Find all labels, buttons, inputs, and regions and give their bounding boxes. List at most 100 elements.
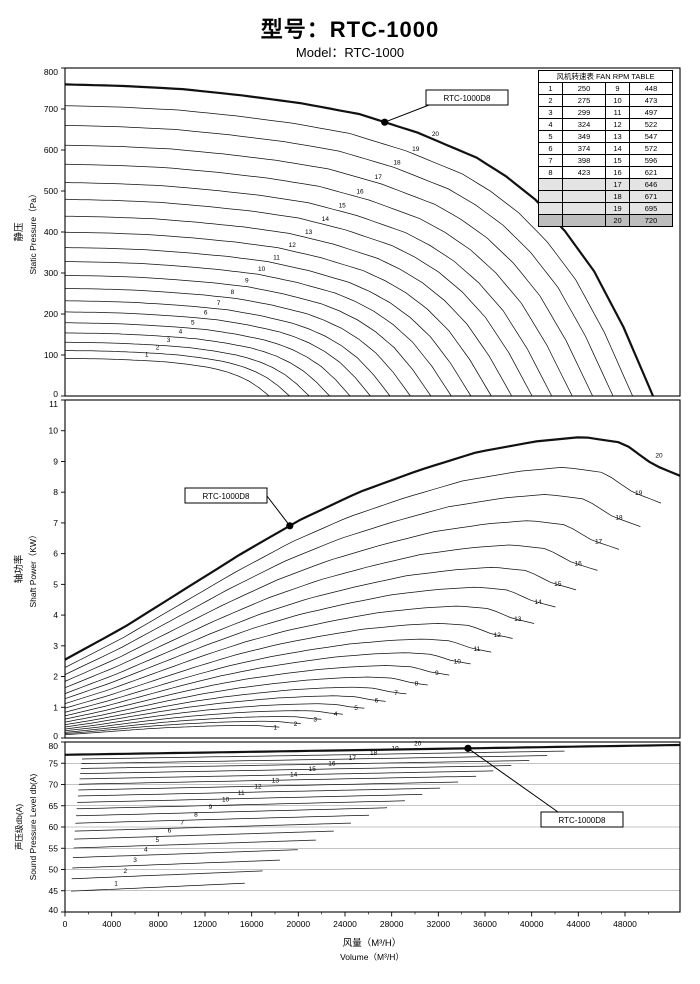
static-y-tick-label: 600 [44,145,58,155]
power-y-tick-label: 3 [53,641,58,651]
rpm-table-cell: 9 [605,82,630,95]
fan-curve-sound-13 [78,781,459,791]
curve-number-static-5: 5 [191,319,195,326]
rpm-table-cell [562,214,606,227]
rpm-table-row: 5 349 13 547 [538,130,673,143]
x-tick-label: 8000 [149,919,168,929]
rpm-table-cell: 7 [538,154,563,167]
curve-number-power-12: 12 [494,632,502,639]
fan-curve-static-17 [64,144,593,397]
curve-number-static-13: 13 [305,229,313,236]
rpm-table-cell: 10 [605,94,630,107]
curve-number-sound-3: 3 [133,857,137,864]
fan-curve-power-19 [64,467,662,668]
static-y-tick-label: 200 [44,309,58,319]
static-y-tick-label: 300 [44,268,58,278]
x-tick-label: 12000 [193,919,217,929]
static-y-tick-label: 700 [44,104,58,114]
curve-number-static-14: 14 [322,216,330,223]
rpm-table-cell: 1 [538,82,563,95]
duty-point-marker-power [286,522,294,530]
rpm-table-cell [562,178,606,191]
sound-y-tick-label: 60 [49,822,59,832]
x-axis-title-en: Volume（M³/H） [340,952,404,962]
rpm-table-cell: 646 [629,178,673,191]
rpm-table-cell: 448 [629,82,673,95]
rpm-table-cell: 374 [562,142,606,155]
rpm-table-row: 8 423 16 621 [538,166,673,179]
x-tick-label: 24000 [333,919,357,929]
rpm-table-row: 7 398 15 596 [538,154,673,167]
fan-curve-sound-5 [73,839,316,849]
fan-curve-power-2 [64,720,301,734]
rpm-table-row: 4 324 12 522 [538,118,673,131]
page-title: 型号：RTC-1000 [260,17,440,42]
callout-box-sound [540,811,624,828]
fan-curve-power-17 [64,520,620,682]
fan-curve-static-16 [64,163,573,397]
curve-number-power-5: 5 [354,705,358,712]
rpm-table-cell: 13 [605,130,630,143]
fan-curve-sound-17 [80,760,530,769]
curve-number-power-16: 16 [575,561,583,568]
rpm-table-cell [562,202,606,215]
power-y-tick-label: 8 [53,487,58,497]
rpm-table-row: 2 275 10 473 [538,94,673,107]
duty-point-marker-sound [464,744,472,752]
fan-curve-static-11 [64,247,472,397]
x-tick-label: 28000 [380,919,404,929]
fan-curve-power-20 [64,436,681,661]
curve-number-power-2: 2 [294,721,298,728]
fan-curve-sound-1 [71,882,245,892]
x-tick-label: 48000 [613,919,637,929]
static-y-tick-label: 400 [44,227,58,237]
fan-curve-sound-20 [64,743,680,756]
rpm-table-cell: 16 [605,166,630,179]
y-axis-title-static-en: Static Pressure（Pa） [28,189,38,274]
curve-number-power-14: 14 [535,599,543,606]
rpm-table-row: 6 374 14 572 [538,142,673,155]
curve-number-sound-12: 12 [254,784,262,791]
callout-leader-static [384,104,430,123]
static-y-tick-label: 100 [44,350,58,360]
curve-number-static-10: 10 [258,266,266,273]
fan-curve-sound-8 [75,814,370,824]
power-y-tick-label: 4 [53,610,58,620]
fan-curve-static-7 [64,300,391,397]
y-axis-title-sound-cn: 声压级db(A) [14,804,24,850]
curve-number-power-9: 9 [435,670,439,677]
curve-number-static-17: 17 [375,174,383,181]
fan-curve-static-6 [64,311,371,397]
fan-curve-power-15 [64,567,577,694]
callout-leader-sound [467,747,559,813]
curve-number-power-6: 6 [375,698,379,705]
fan-curve-sound-11 [77,794,423,803]
rpm-table-cell: 8 [538,166,563,179]
rpm-table-cell: 299 [562,106,606,119]
rpm-table-cell: 497 [629,106,673,119]
curve-number-static-7: 7 [217,300,221,307]
rpm-table-cell: 4 [538,118,563,131]
rpm-table-cell [562,190,606,203]
x-tick-label: 40000 [520,919,544,929]
curve-number-sound-7: 7 [180,819,184,826]
rpm-table-cell: 15 [605,154,630,167]
rpm-table-cell: 2 [538,94,563,107]
fan-curve-power-13 [64,605,535,704]
callout-label-power: RTC-1000D8 [203,492,251,501]
rpm-table-cell: 5 [538,130,563,143]
fan-curve-power-16 [64,544,598,689]
rpm-table-cell: 11 [605,106,630,119]
curve-number-power-19: 19 [635,490,643,497]
static-y-tick-label: 500 [44,186,58,196]
curve-number-power-11: 11 [474,646,481,653]
fan-curve-power-5 [64,703,365,730]
fan-curve-power-18 [64,494,641,675]
rpm-table-cell: 19 [605,202,630,215]
rpm-table-cell: 423 [562,166,606,179]
static-y-tick-label: 800 [44,67,58,77]
rpm-table-cell: 17 [605,178,630,191]
fan-curve-power-10 [64,652,471,717]
curve-number-sound-10: 10 [222,797,230,804]
